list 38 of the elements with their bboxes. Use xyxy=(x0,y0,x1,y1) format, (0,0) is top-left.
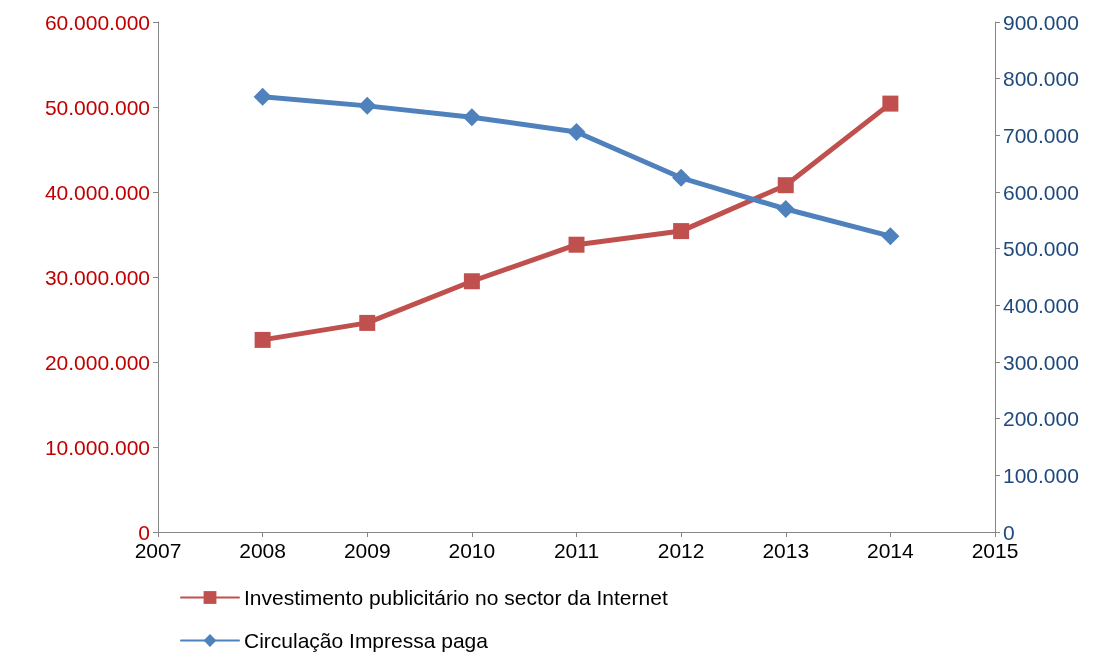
x-tick-label: 2008 xyxy=(239,539,286,562)
point xyxy=(777,177,794,194)
y2-tick-label: 300.000 xyxy=(1003,350,1079,374)
point xyxy=(463,273,480,290)
y2-tick-label: 900.000 xyxy=(1003,10,1079,34)
y-tick-label: 20.000.000 xyxy=(44,350,150,374)
point xyxy=(359,314,376,331)
legend-label: Circulação Impressa paga xyxy=(244,629,489,652)
point xyxy=(568,236,585,253)
y2-tick-label: 600.000 xyxy=(1003,180,1079,204)
point xyxy=(776,200,795,218)
point xyxy=(882,95,899,112)
point xyxy=(462,108,481,127)
point xyxy=(673,223,690,240)
point xyxy=(358,96,377,115)
y-tick-label: 10.000.000 xyxy=(44,435,150,459)
point xyxy=(567,122,586,141)
x-tick-label: 2013 xyxy=(762,539,810,562)
y-tick-label: 50.000.000 xyxy=(44,95,150,119)
point xyxy=(881,227,900,246)
x-tick-label: 2010 xyxy=(448,539,496,562)
y-tick-label: 30.000.000 xyxy=(44,265,150,289)
y-tick-label: 60.000.000 xyxy=(44,10,150,34)
point xyxy=(253,87,272,106)
y2-tick-label: 100.000 xyxy=(1003,463,1079,487)
point xyxy=(254,331,271,348)
y2-tick-label: 800.000 xyxy=(1003,67,1079,91)
y2-tick-label: 500.000 xyxy=(1003,237,1079,261)
point xyxy=(672,168,691,187)
y2-tick-label: 700.000 xyxy=(1003,123,1079,147)
x-tick-label: 2012 xyxy=(657,539,705,562)
x-tick-label: 2011 xyxy=(553,539,600,562)
x-tick-label: 2014 xyxy=(867,539,915,562)
x-tick-label: 2009 xyxy=(343,539,391,562)
y-tick-label: 40.000.000 xyxy=(44,180,150,204)
y2-tick-label: 200.000 xyxy=(1003,407,1079,431)
y2-tick-label: 400.000 xyxy=(1003,293,1079,317)
legend-label: Investimento publicitário no sector da Internet xyxy=(244,586,668,609)
